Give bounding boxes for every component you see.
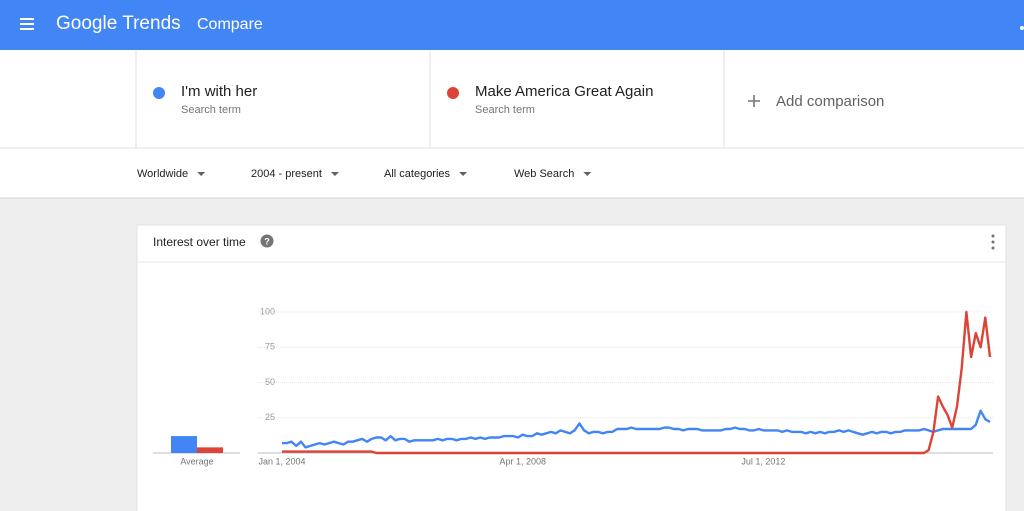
y-tick-label: 50 xyxy=(265,377,275,387)
filter-dropdown[interactable]: Worldwide xyxy=(137,168,206,180)
term-subtitle: Search term xyxy=(181,104,241,116)
y-tick-label: 100 xyxy=(260,306,275,316)
term-dot xyxy=(153,87,165,99)
page-title: Compare xyxy=(197,16,263,33)
term-name[interactable]: I'm with her xyxy=(181,83,257,100)
x-tick-label: Apr 1, 2008 xyxy=(499,456,546,466)
card-title: Interest over time xyxy=(153,235,246,249)
x-tick-label: Jul 1, 2012 xyxy=(741,456,785,466)
filter-label[interactable]: Worldwide xyxy=(137,168,188,180)
add-comparison[interactable]: Add comparison xyxy=(748,93,884,110)
menu-button[interactable] xyxy=(20,18,34,30)
filter-dropdown[interactable]: All categories xyxy=(384,168,468,180)
y-tick-label: 75 xyxy=(265,342,275,352)
app-bar xyxy=(0,0,1024,50)
filter-label[interactable]: 2004 - present xyxy=(251,168,322,180)
term-name[interactable]: Make America Great Again xyxy=(475,83,653,100)
average-bar xyxy=(197,447,223,453)
series-line xyxy=(282,310,992,455)
dropdown-arrow[interactable] xyxy=(330,172,339,176)
brand[interactable]: Google Trends xyxy=(56,13,181,34)
dropdown-arrow[interactable] xyxy=(583,172,592,176)
average-bar xyxy=(171,436,197,453)
term-subtitle: Search term xyxy=(475,104,535,116)
svg-text:?: ? xyxy=(264,236,270,246)
average-label: Average xyxy=(180,456,213,466)
series-line xyxy=(282,409,991,449)
filter-dropdown[interactable]: Web Search xyxy=(514,168,592,180)
overflow-icon[interactable] xyxy=(1020,26,1024,30)
card-menu[interactable] xyxy=(991,234,995,250)
header-panel xyxy=(0,50,1024,198)
filter-label[interactable]: Web Search xyxy=(514,168,574,180)
y-tick-label: 25 xyxy=(265,412,275,422)
dropdown-arrow[interactable] xyxy=(459,172,468,176)
term-dot xyxy=(447,87,459,99)
filter-dropdown[interactable]: 2004 - present xyxy=(251,168,339,180)
x-tick-label: Jan 1, 2004 xyxy=(258,456,305,466)
dropdown-arrow[interactable] xyxy=(197,172,206,176)
filter-label[interactable]: All categories xyxy=(384,168,451,180)
card xyxy=(136,224,1007,511)
add-comparison-label[interactable]: Add comparison xyxy=(776,93,884,110)
help-icon[interactable]: ? xyxy=(260,234,274,248)
